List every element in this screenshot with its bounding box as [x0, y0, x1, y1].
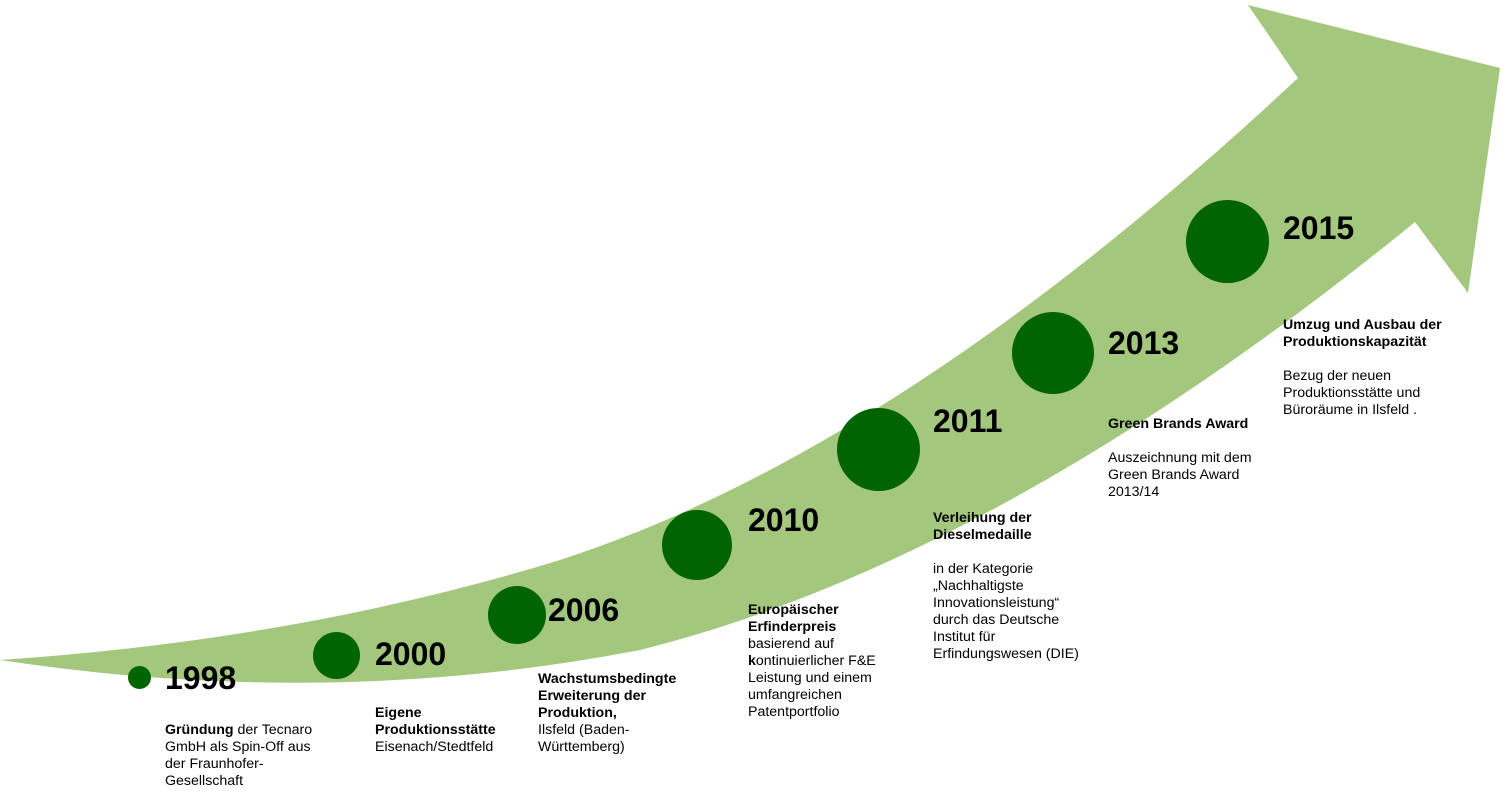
- milestone-year-2013: 2013: [1108, 325, 1180, 361]
- milestone-body-2006: Ilsfeld (Baden-Württemberg): [538, 722, 630, 755]
- milestone-body-2013: Auszeichnung mit dem Green Brands Award …: [1108, 450, 1252, 500]
- milestone-title-rest-1998: der Tecnaro GmbH als Spin-Off aus der Fr…: [165, 722, 313, 789]
- milestone-body-2015: Bezug der neuen Produktionsstätte und Bü…: [1283, 368, 1421, 418]
- milestone-year-2006: 2006: [548, 592, 620, 628]
- milestone-dot-2013: [1012, 312, 1094, 394]
- milestone-desc-2015: Umzug und Ausbau der Produktionskapazitä…: [1283, 317, 1453, 419]
- milestone-year-2010: 2010: [748, 502, 820, 538]
- milestone-year-2011: 2011: [933, 403, 1003, 439]
- milestone-desc-2006: Wachstumsbedingte Erweiterung der Produk…: [538, 671, 688, 756]
- milestone-year-2015: 2015: [1283, 210, 1355, 246]
- milestone-title-1998: Gründung: [165, 722, 234, 738]
- milestone-dot-2015: [1186, 200, 1269, 283]
- milestone-dot-2000: [313, 632, 360, 679]
- milestone-title-2000: Eigene Produktionsstätte: [375, 705, 496, 738]
- milestone-body-2011: in der Kategorie „Nachhaltigste Innovati…: [933, 561, 1079, 662]
- growth-arrow-shape: [0, 5, 1500, 683]
- milestone-year-2000: 2000: [375, 636, 447, 672]
- milestone-desc-2010: Europäischer Erfinderpreis basierend auf…: [748, 602, 888, 721]
- milestone-body-post-2010: ontinuierlicher F&E Leistung und einem u…: [748, 653, 876, 720]
- milestone-desc-2000: Eigene Produktionsstätte Eisenach/Stedtf…: [375, 705, 515, 756]
- milestone-desc-2011: Verleihung der Dieselmedaille in der Kat…: [933, 510, 1093, 663]
- milestone-dot-1998: [128, 666, 151, 689]
- milestone-body-bold-2010: k: [748, 653, 756, 669]
- milestone-dot-2011: [837, 408, 920, 491]
- milestone-desc-1998: Gründung der Tecnaro GmbH als Spin-Off a…: [165, 722, 335, 790]
- milestone-body-pre-2010: basierend auf: [748, 636, 834, 652]
- milestone-title-2006: Wachstumsbedingte Erweiterung der Produk…: [538, 671, 677, 721]
- milestone-title-2011: Verleihung der Dieselmedaille: [933, 510, 1032, 543]
- milestone-body-2000: Eisenach/Stedtfeld: [375, 739, 494, 755]
- milestone-title-2010: Europäischer Erfinderpreis: [748, 602, 839, 635]
- milestone-dot-2010: [662, 510, 732, 580]
- milestone-title-2013: Green Brands Award: [1108, 416, 1249, 432]
- milestone-title-2015: Umzug und Ausbau der Produktionskapazitä…: [1283, 317, 1442, 350]
- milestone-dot-2006: [488, 586, 546, 644]
- milestone-year-1998: 1998: [165, 660, 237, 696]
- milestone-desc-2013: Green Brands Award Auszeichnung mit dem …: [1108, 416, 1268, 501]
